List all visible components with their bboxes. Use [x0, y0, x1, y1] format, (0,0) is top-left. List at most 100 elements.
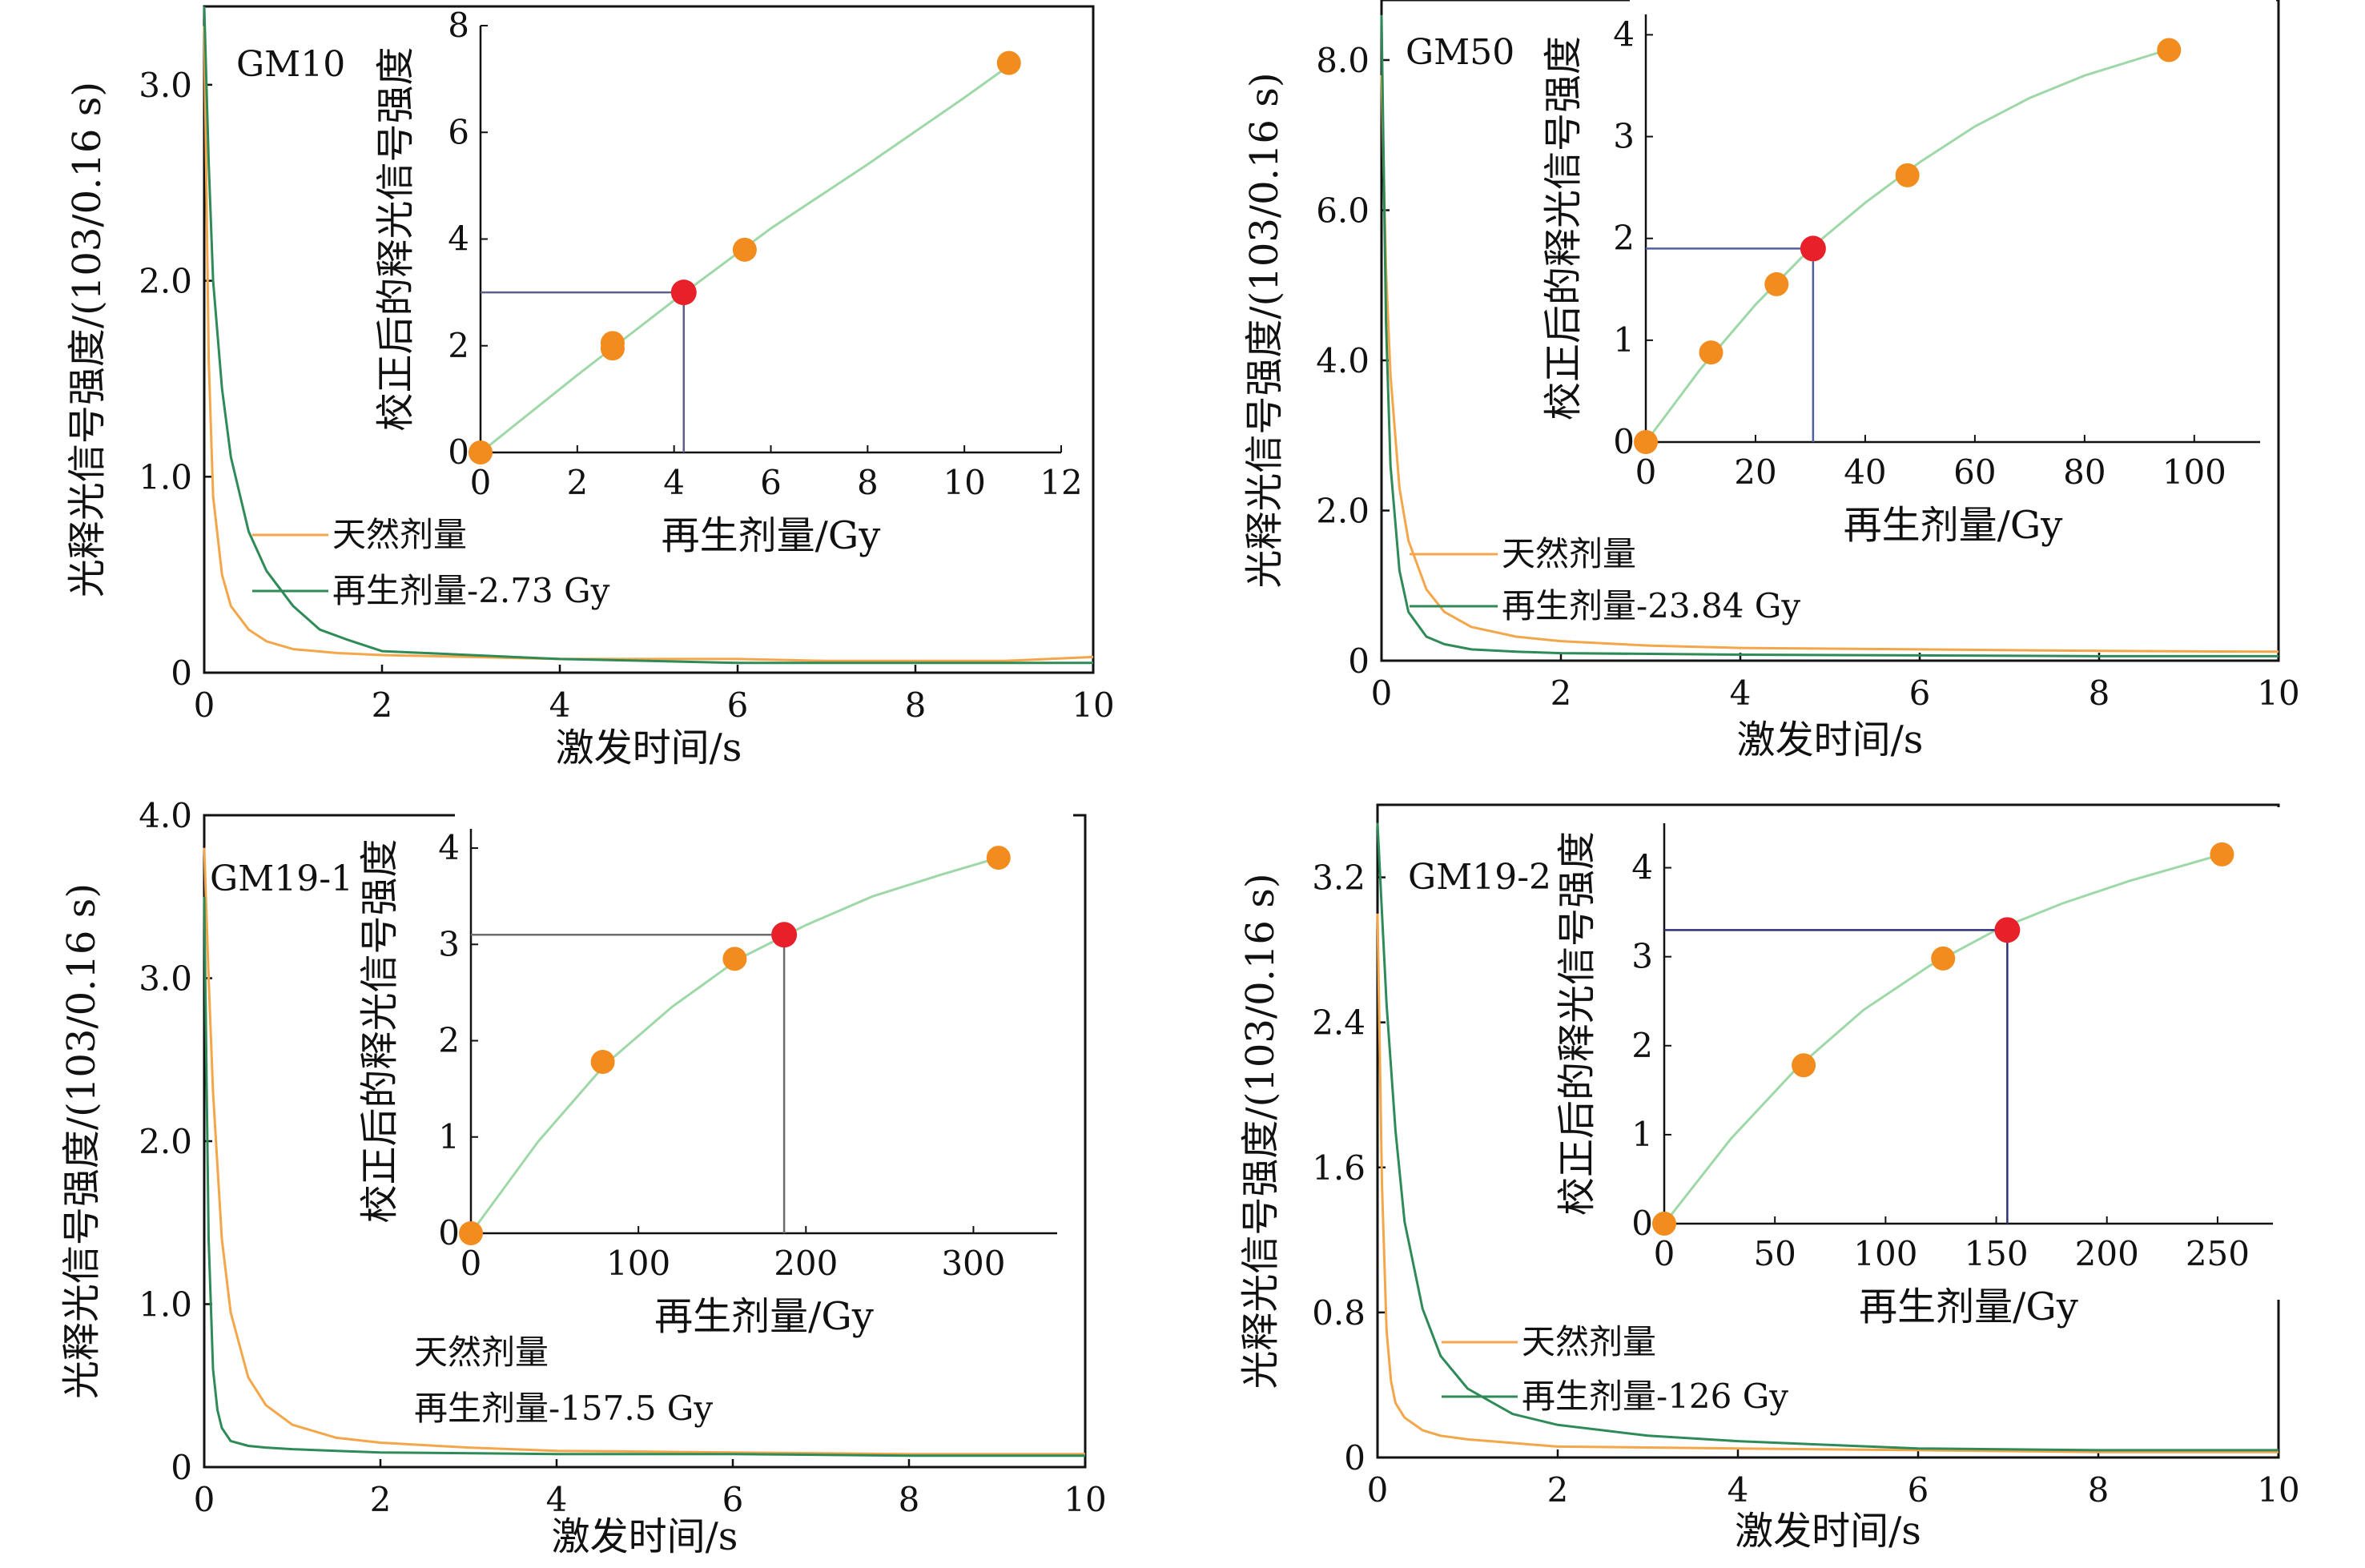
- x-tick-label: 0: [1371, 673, 1393, 713]
- x-tick-label: 0: [194, 1480, 215, 1519]
- regen-point: [1895, 163, 1920, 187]
- x-tick-label: 2: [372, 685, 393, 725]
- inset-x-tick-label: 200: [774, 1244, 838, 1283]
- inset-x-axis-title: 再生剂量/Gy: [654, 1294, 874, 1339]
- inset-x-tick-label: 100: [606, 1244, 670, 1283]
- regen-point: [996, 50, 1021, 75]
- y-tick-label: 1.6: [1312, 1148, 1366, 1188]
- y-tick-label: 0.8: [1312, 1293, 1366, 1333]
- regen-point: [722, 947, 747, 971]
- series-line: [1380, 14, 2279, 657]
- regen-point: [469, 440, 493, 464]
- fit-curve: [1663, 853, 2222, 1224]
- inset-x-tick-label: 2: [566, 463, 588, 502]
- inset-y-tick-label: 2: [1613, 219, 1635, 258]
- fit-curve: [1644, 49, 2168, 443]
- legend-label: 再生剂量-2.73 Gy: [332, 571, 610, 610]
- regen-point: [1652, 1212, 1676, 1236]
- inset-x-tick-label: 8: [857, 463, 879, 502]
- y-tick-label: 2.0: [139, 262, 192, 301]
- inset-x-tick-label: 300: [941, 1244, 1005, 1283]
- y-tick-label: 1.0: [139, 457, 192, 497]
- x-tick-label: 0: [1367, 1470, 1389, 1510]
- inset-background: [465, 10, 1077, 529]
- inset-x-tick-label: 80: [2063, 452, 2106, 492]
- inset-y-tick-label: 2: [448, 326, 469, 365]
- de-point: [1994, 917, 2021, 943]
- y-axis-title: 光释光信号强度/(103/0.16 s): [1242, 72, 1287, 588]
- fit-curve: [480, 62, 1014, 454]
- inset-background: [1630, 0, 2276, 518]
- inset-y-tick-label: 2: [438, 1021, 460, 1060]
- x-tick-label: 4: [546, 1480, 568, 1519]
- regen-point: [1931, 946, 1956, 971]
- y-tick-label: 3.0: [139, 66, 192, 105]
- legend-label: 再生剂量-23.84 Gy: [1502, 586, 1800, 625]
- inset-y-tick-label: 4: [1631, 848, 1653, 887]
- x-tick-label: 4: [549, 685, 571, 725]
- x-tick-label: 2: [1551, 673, 1572, 713]
- plot-frame: [1380, 0, 2280, 662]
- inset-x-axis-title: 再生剂量/Gy: [1844, 503, 2063, 548]
- panel-gm10: 0 2 4 6 8 10 0 1.0 2.0 3.0 激发时间/s 光释光信号强度/(103/0.16…: [65, 5, 1115, 770]
- inset-x-tick-label: 60: [1953, 452, 1996, 492]
- panel-label: GM50: [1406, 32, 1514, 73]
- inset-x-tick-label: 10: [943, 463, 985, 502]
- panel-gm19-1: 0 2 4 6 8 1001.02.03.04.0激发时间/s光释光信号强度/(103/0…: [59, 796, 1107, 1559]
- inset-y-axis-title: 校正后的释光信号强度: [357, 838, 402, 1223]
- y-tick-label: 0: [1344, 1438, 1366, 1478]
- inset-x-tick-label: 250: [2186, 1234, 2250, 1273]
- inset-x-tick-label: 12: [1040, 463, 1082, 502]
- panel-label: GM10: [236, 44, 345, 85]
- regen-point: [1699, 340, 1723, 365]
- de-point: [771, 922, 798, 948]
- inset-x-axis-title: 再生剂量/Gy: [662, 513, 881, 558]
- panel-label: GM19-2: [1408, 857, 1551, 898]
- x-tick-label: 6: [1909, 673, 1931, 713]
- inset-y-tick-label: 6: [448, 112, 469, 151]
- x-tick-label: 8: [899, 1480, 920, 1519]
- inset-x-tick-label: 0: [461, 1244, 482, 1283]
- x-axis-title: 激发时间/s: [552, 1514, 738, 1559]
- x-axis-title: 激发时间/s: [556, 726, 742, 770]
- inset-y-tick-label: 3: [438, 924, 460, 963]
- inset-y-tick-label: 1: [438, 1117, 460, 1156]
- inset-x-tick-label: 100: [1853, 1234, 1917, 1273]
- y-tick-label: 2.4: [1312, 1003, 1366, 1043]
- series-line: [1380, 74, 2279, 653]
- y-tick-label: 6.0: [1316, 191, 1370, 231]
- x-axis-title: 激发时间/s: [1735, 1509, 1921, 1554]
- x-tick-label: 6: [722, 1480, 744, 1519]
- regen-point: [986, 846, 1011, 870]
- regen-point: [1764, 271, 1789, 296]
- inset-y-tick-label: 3: [1613, 117, 1635, 156]
- inset-x-tick-label: 50: [1753, 1234, 1796, 1273]
- legend-label: 天然剂量: [1522, 1322, 1656, 1361]
- y-axis-title: 光释光信号强度/(103/0.16 s): [65, 82, 110, 597]
- x-tick-label: 2: [370, 1480, 392, 1519]
- inset-y-tick-label: 1: [1613, 320, 1635, 360]
- inset-background: [455, 813, 1073, 1309]
- y-tick-label: 1.0: [139, 1285, 192, 1325]
- inset-y-tick-label: 8: [448, 6, 469, 45]
- inset-y-tick-label: 4: [1613, 14, 1635, 54]
- series-line: [1376, 913, 2279, 1453]
- y-tick-label: 3.2: [1312, 858, 1366, 898]
- regen-point: [732, 237, 757, 262]
- inset-y-tick-label: 0: [448, 432, 469, 472]
- panel-label: GM19-1: [210, 858, 353, 899]
- inset-x-tick-label: 0: [1635, 452, 1657, 492]
- inset-y-axis-title: 校正后的释光信号强度: [1555, 831, 1599, 1216]
- x-axis-title: 激发时间/s: [1737, 718, 1924, 762]
- x-tick-label: 10: [1072, 685, 1114, 725]
- y-tick-label: 3.0: [139, 959, 192, 999]
- inset-x-axis-title: 再生剂量/Gy: [1859, 1285, 2078, 1329]
- series-line: [203, 6, 1093, 665]
- inset-y-tick-label: 2: [1631, 1026, 1653, 1065]
- x-tick-label: 4: [1727, 1470, 1749, 1510]
- regen-point: [459, 1221, 483, 1245]
- series-line: [1376, 822, 2279, 1452]
- plot-frame: [203, 5, 1095, 674]
- legend-label: 再生剂量-126 Gy: [1522, 1377, 1788, 1416]
- y-tick-label: 2.0: [139, 1122, 192, 1161]
